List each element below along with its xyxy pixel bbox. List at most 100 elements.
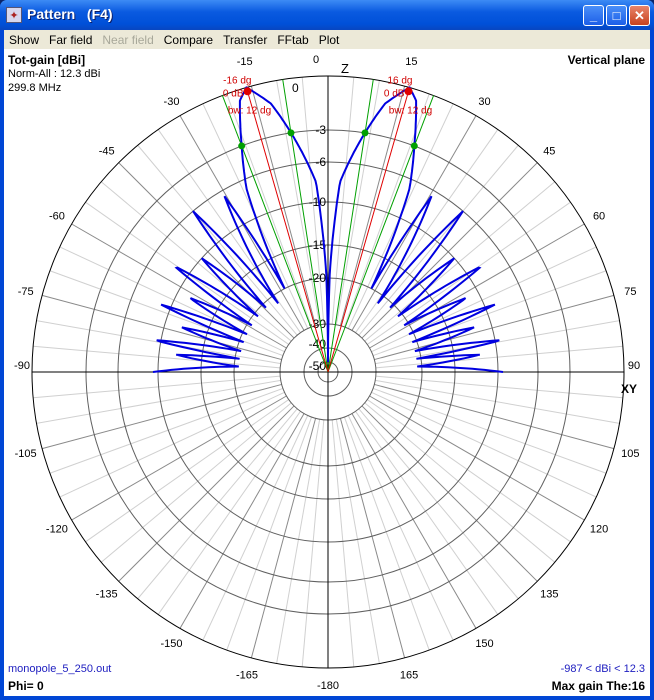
angle-label: 60 (593, 211, 605, 223)
half-power-line (221, 95, 329, 373)
angle-label: -180 (317, 680, 339, 692)
menu-compare[interactable]: Compare (163, 32, 214, 47)
half-power-line (327, 79, 374, 373)
max-gain-line (245, 87, 329, 373)
phi-label: Phi= 0 (8, 679, 44, 693)
radial-gridline (100, 181, 292, 342)
radial-gridline (358, 408, 519, 600)
half-power-marker (287, 129, 295, 137)
frequency-label: 299.8 MHz (8, 82, 62, 94)
radial-gridline (118, 162, 295, 339)
radial-gridline (276, 419, 321, 664)
radial-gridline (250, 418, 317, 659)
radial-gridline (343, 416, 430, 651)
radial-gridline (339, 418, 406, 659)
ring-label: -20 (309, 271, 327, 285)
ring-label: -3 (315, 123, 326, 137)
radial-gridline (374, 294, 615, 361)
max-gain-label: Max gain The:16 (551, 679, 645, 693)
max-gain-annotation: bw: 12 dg (389, 105, 432, 116)
ring-label: -6 (315, 155, 326, 169)
max-gain-annotation: 0 dB (384, 88, 405, 99)
angle-label: -60 (49, 211, 65, 223)
pattern-trace-left (152, 86, 329, 373)
menu-show[interactable]: Show (9, 32, 40, 47)
max-gain-marker (404, 87, 413, 96)
close-button[interactable]: ✕ (629, 5, 650, 26)
radial-gridline (358, 144, 519, 336)
half-power-marker (238, 142, 246, 150)
angle-label: -165 (236, 669, 258, 681)
radial-gridline (355, 129, 499, 333)
angle-label: -150 (160, 638, 182, 650)
ring-label: -50 (309, 359, 327, 373)
radial-gridline (375, 375, 623, 399)
radial-gridline (157, 129, 301, 333)
half-power-marker (361, 129, 369, 137)
title-bar[interactable]: ✦ Pattern (F4) _ □ ✕ (0, 0, 654, 30)
angle-label: 165 (400, 669, 418, 681)
radial-gridline (179, 115, 305, 331)
quantity-label: Tot-gain [dBi] (8, 53, 86, 67)
radial-gridline (33, 375, 281, 399)
ring-label: -15 (309, 238, 327, 252)
window-title: Pattern (F4) (27, 6, 113, 22)
half-power-line (282, 79, 329, 373)
angle-label: -15 (237, 56, 253, 68)
minimize-button[interactable]: _ (583, 5, 604, 26)
angle-label: -105 (15, 448, 37, 460)
radial-gridline (331, 419, 355, 667)
angle-label: 0 (313, 54, 319, 66)
ring-label: -10 (309, 195, 327, 209)
radial-gridline (179, 413, 305, 629)
angle-label: 150 (475, 638, 493, 650)
radial-gridline (364, 181, 556, 342)
radial-gridline (226, 416, 313, 651)
radial-gridline (375, 345, 623, 369)
menu-bar: Show Far field Near field Compare Transfer FF… (4, 30, 650, 49)
radial-gridline (351, 413, 477, 629)
radial-gridline (364, 402, 556, 563)
radial-gridline (339, 85, 406, 326)
angle-label: -30 (164, 96, 180, 108)
plot-area: 0 -15 15 -30 30 -45 45 -60 60 -75 75 -90 90 -105 105 -1… (4, 49, 650, 696)
max-gain-marker (243, 87, 252, 96)
axis-xy-label: XY (621, 382, 637, 396)
radial-gridline (372, 387, 607, 474)
menu-fftab[interactable]: FFtab (277, 32, 309, 47)
angle-label: 45 (543, 146, 555, 158)
max-gain-annotation: -16 dg (223, 75, 251, 86)
angle-label: 15 (405, 56, 417, 68)
radial-gridline (137, 144, 298, 336)
radial-gridline (71, 395, 287, 521)
radial-gridline (36, 320, 281, 365)
radial-gridline (369, 223, 585, 349)
radial-gridline (137, 408, 298, 600)
radial-gridline (347, 415, 454, 641)
radial-gridline (49, 387, 284, 474)
radial-gridline (85, 399, 289, 543)
radial-gridline (36, 379, 281, 424)
radial-gridline (250, 85, 317, 326)
max-gain-annotation: 16 dg (387, 75, 412, 86)
radial-gridline (71, 223, 287, 349)
maximize-button[interactable]: □ (606, 5, 627, 26)
half-power-marker (410, 142, 418, 150)
pattern-trace-right (327, 86, 504, 373)
menu-plot[interactable]: Plot (318, 32, 340, 47)
max-gain-line (327, 87, 411, 373)
angle-label: 105 (621, 448, 639, 460)
radial-gridline (335, 419, 380, 664)
angle-label: -45 (99, 146, 115, 158)
angle-label: -120 (46, 524, 68, 536)
radial-gridline (59, 391, 285, 498)
half-power-line (327, 95, 435, 373)
menu-transfer[interactable]: Transfer (223, 32, 268, 47)
angle-label: 120 (590, 524, 608, 536)
max-gain-annotation: 0 dB (223, 88, 244, 99)
menu-far-field[interactable]: Far field (49, 32, 93, 47)
radial-gridline (301, 77, 325, 325)
radial-gridline (375, 320, 620, 365)
radial-gridline (372, 270, 607, 357)
